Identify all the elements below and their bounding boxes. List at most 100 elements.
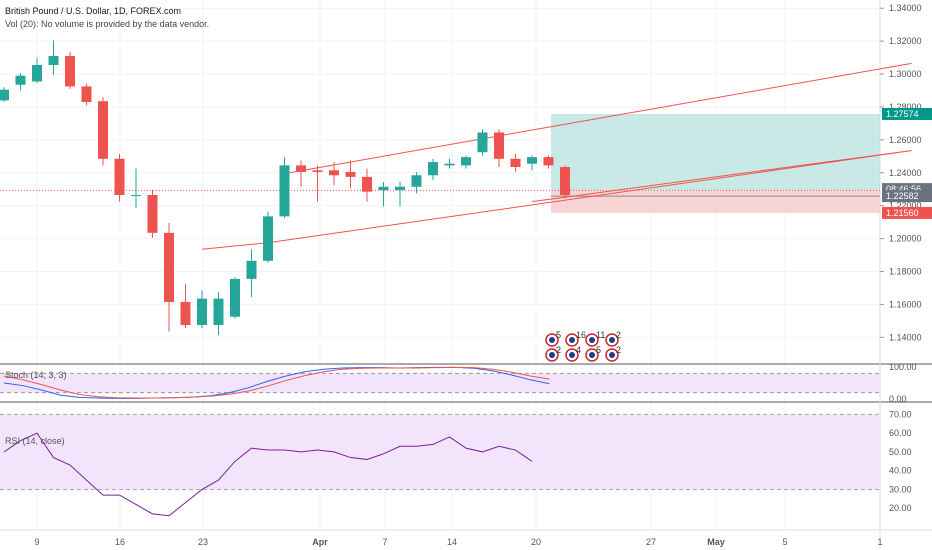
time-tick-label: 27 [646,537,656,547]
candle-body [131,194,141,196]
event-flag-inner [609,352,615,358]
time-tick-label: 14 [447,537,457,547]
event-count: 11 [596,330,605,340]
price-tick-label: 1.26000 [889,135,922,145]
event-count: 16 [576,330,586,340]
candle-body [296,165,306,172]
candle-body [213,298,224,325]
candle-body [494,132,504,159]
rsi-tick-label: 30.00 [889,484,912,494]
rsi-pane [0,413,880,517]
stoch-band [0,373,880,393]
candle-body [444,163,455,166]
candle-body [147,194,158,233]
candle-body [65,55,75,87]
event-count: 2 [616,330,621,340]
stoch-label[interactable]: Stoch (14, 3, 3) [5,370,67,380]
candles [0,40,570,335]
chart-title: British Pound / U.S. Dollar, 1D, FOREX.c… [5,6,182,16]
price-axis[interactable]: 1.34000 1.32000 1.30000 1.28000 1.26000 1.240… [880,3,932,513]
time-tick-label: 23 [198,537,208,547]
price-tick-label: 1.20000 [889,234,922,244]
last-price-label-bg [882,190,932,203]
price-tick-label: 1.14000 [889,332,922,342]
time-axis[interactable]: 9 16 23 Apr 7 14 20 27 May 5 1 [34,537,882,547]
candle-body [543,157,554,166]
candle-body [395,186,405,191]
stop-price-label-bg [882,206,932,219]
candle-body [15,75,26,85]
candle-body [114,158,125,195]
price-tick-label: 1.22000 [889,201,922,211]
candle-body [197,298,207,325]
countdown-label: 08:46:56 [886,184,921,194]
stoch-d-line [3,366,550,399]
position-zones [0,113,880,213]
candle-body [164,232,174,302]
last-price-label: 1.22582 [886,191,919,201]
candle-body [560,167,570,195]
candle-body [81,86,92,103]
candle-body [230,278,240,317]
candle-body [0,89,9,101]
candle-body [510,158,521,168]
time-tick-label: May [707,537,725,547]
candle-body [32,64,42,82]
event-flag-inner [609,337,615,343]
price-tick-label: 1.32000 [889,36,922,46]
trend-line [531,150,912,203]
candle-body [48,55,59,65]
time-tick-label: 20 [531,537,541,547]
target-price-label-bg [882,107,932,120]
time-tick-label: Apr [312,537,328,547]
event-flag-inner [569,337,575,343]
candle-body [477,132,488,153]
rsi-band [0,414,880,490]
event-flag-inner [589,352,595,358]
rsi-tick-label: 50.00 [889,447,912,457]
time-tick-label: 9 [34,537,39,547]
event-flag-inner [589,337,595,343]
price-tick-label: 1.34000 [889,3,922,13]
candle-body [98,101,108,159]
candle-body [378,186,389,191]
price-tick-label: 1.16000 [889,299,922,309]
candle-body [411,175,422,187]
candle-body [246,260,257,279]
stochastic-pane [0,366,880,399]
loss-zone [551,190,880,213]
target-price-label: 1.27574 [886,109,919,119]
rsi-tick-label: 40.00 [889,466,912,476]
rsi-line [3,432,533,517]
trend-line [267,150,912,244]
event-count: 2 [616,345,621,355]
economic-events[interactable]: 5 16 11 2 2 4 5 2 [545,330,621,362]
event-flag-inner [549,337,555,343]
event-count: 5 [596,345,601,355]
time-tick-label: 7 [382,537,387,547]
event-count: 4 [576,345,581,355]
candle-body [527,157,537,164]
candle-body [461,157,471,166]
candle-body [428,162,438,176]
profit-zone [551,113,880,191]
event-flag-inner [549,352,555,358]
candle-body [329,170,339,176]
rsi-label[interactable]: RSI (14, close) [5,436,65,446]
candle-body [263,216,273,261]
rsi-tick-label: 20.00 [889,503,912,513]
price-tick-label: 1.28000 [889,102,922,112]
trend-line [284,62,912,175]
trend-lines [201,62,912,250]
price-tick-label: 1.18000 [889,267,922,277]
event-count: 5 [556,330,561,340]
rsi-tick-label: 70.00 [889,409,912,419]
stoch-tick-label: 0.00 [889,394,907,404]
time-tick-label: 5 [782,537,787,547]
volume-note: Vol (20): No volume is provided by the d… [5,19,210,29]
time-tick-label: 1 [877,537,882,547]
price-tick-label: 1.30000 [889,69,922,79]
event-flag-inner [569,352,575,358]
candle-body [312,170,323,172]
